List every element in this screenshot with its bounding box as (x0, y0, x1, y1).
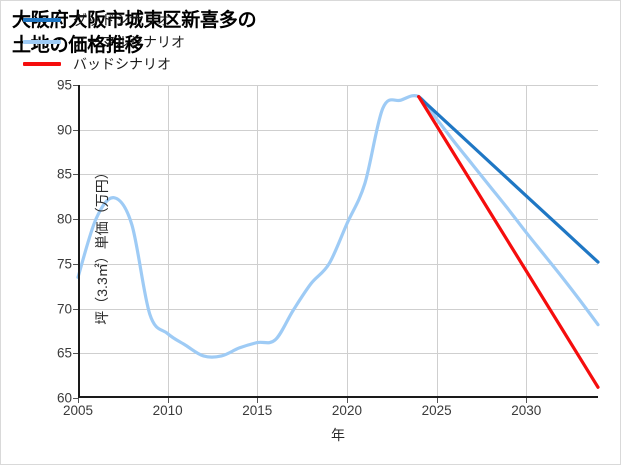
x-axis-tick: 2025 (421, 403, 452, 418)
gridline-vertical (436, 85, 438, 398)
y-axis-tick: 95 (56, 77, 72, 93)
gridline-vertical (257, 85, 259, 398)
y-axis-tick: 75 (56, 256, 72, 272)
gridline-vertical (346, 85, 348, 398)
y-axis-tick: 90 (56, 122, 72, 138)
y-axis-tick-mark (73, 308, 78, 310)
x-axis-label: 年 (331, 427, 345, 443)
gridline-horizontal (78, 353, 598, 355)
x-axis-tick: 2015 (242, 403, 273, 418)
gridline-horizontal (78, 308, 598, 310)
legend-label-normal: ノーマルシナリオ (73, 34, 185, 50)
y-axis-tick: 60 (56, 390, 72, 406)
gridline-vertical (167, 85, 169, 398)
y-axis-tick-mark (73, 219, 78, 221)
x-axis-tick-mark (346, 398, 348, 403)
legend-swatch-bad-icon (23, 62, 61, 66)
page-title: 大阪府大阪市城東区新喜多の 土地の価格推移 (12, 10, 257, 56)
x-axis-tick-mark (257, 398, 259, 403)
series-line-good (417, 95, 600, 264)
x-axis-tick: 2020 (331, 403, 362, 418)
x-axis-tick-mark (526, 398, 528, 403)
series-line-bad (417, 95, 600, 389)
y-axis-tick: 85 (56, 166, 72, 182)
legend-label-bad: バッドシナリオ (73, 56, 171, 72)
y-axis-tick: 70 (56, 301, 72, 317)
y-axis-tick: 65 (56, 345, 72, 361)
gridline-horizontal (78, 129, 598, 131)
gridline-vertical (526, 85, 528, 398)
gridline-horizontal (78, 85, 598, 86)
legend-item-good[interactable]: グッドシナリオ (23, 9, 185, 31)
x-axis-tick-mark (167, 398, 169, 403)
y-axis-label: 坪（3.3㎡）単価（万円） (94, 165, 110, 325)
legend-label-good: グッドシナリオ (73, 12, 171, 28)
y-axis-tick: 80 (56, 211, 72, 227)
series-line-normal (76, 94, 600, 359)
gridline-horizontal (78, 174, 598, 176)
legend-swatch-good-icon (23, 18, 61, 22)
legend-item-bad[interactable]: バッドシナリオ (23, 53, 185, 75)
plot-area: 60 65 70 75 80 85 90 95 2005 2010 2015 2020 2025 203… (57, 78, 600, 418)
y-axis-tick-mark (73, 353, 78, 355)
y-axis-tick-mark (73, 174, 78, 176)
x-axis-tick: 2030 (511, 403, 542, 418)
x-axis-tick: 2005 (62, 403, 94, 418)
data-series-layer (76, 94, 600, 389)
legend-swatch-normal-icon (23, 40, 61, 44)
y-axis-tick-mark (73, 398, 78, 399)
x-axis-tick: 2010 (152, 403, 183, 418)
x-axis-tick-mark (78, 398, 79, 403)
y-axis-tick-mark (73, 85, 78, 86)
y-axis-tick-mark (73, 129, 78, 131)
gridline-horizontal (78, 263, 598, 265)
x-axis-tick-mark (436, 398, 438, 403)
gridline-horizontal (78, 219, 598, 221)
legend-item-normal[interactable]: ノーマルシナリオ (23, 31, 185, 53)
chart-legend: グッドシナリオ ノーマルシナリオ バッドシナリオ (23, 9, 185, 75)
y-axis-tick-mark (73, 263, 78, 265)
